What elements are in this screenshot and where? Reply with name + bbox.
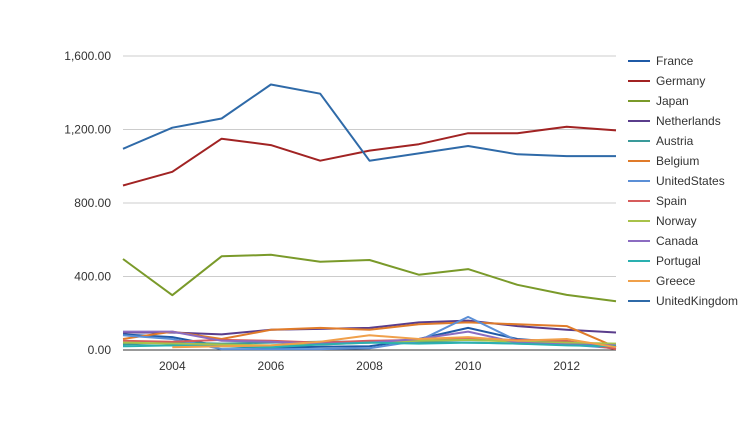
series-line-germany: [122, 125, 617, 187]
gridlines: [123, 55, 616, 351]
x-tick-label: 2004: [159, 359, 186, 373]
y-tick-label: 800.00: [74, 196, 111, 210]
legend-label: Austria: [656, 134, 694, 148]
legend-label: Japan: [656, 94, 689, 108]
series-line-japan: [122, 253, 617, 303]
legend-label: UnitedStates: [656, 174, 725, 188]
x-tick-label: 2012: [553, 359, 580, 373]
y-tick-label: 400.00: [74, 270, 111, 284]
series-line-greece: [172, 334, 617, 349]
legend-label: Greece: [656, 274, 696, 288]
series-lines: [122, 83, 617, 351]
legend-label: Norway: [656, 214, 697, 228]
legend-label: Spain: [656, 194, 687, 208]
legend-label: Germany: [656, 74, 705, 88]
y-tick-label: 1,600.00: [64, 49, 111, 63]
x-tick-label: 2010: [455, 359, 482, 373]
y-axis-ticks: 0.00 400.00 800.00 1,200.00 1,600.00: [64, 49, 111, 357]
series-line-netherlands: [123, 319, 617, 336]
legend-label: UnitedKingdom: [656, 294, 738, 308]
legend-label: France: [656, 54, 694, 68]
x-tick-label: 2006: [258, 359, 285, 373]
y-tick-label: 1,200.00: [64, 123, 111, 137]
legend-label: Belgium: [656, 154, 699, 168]
series-line-belgium: [122, 321, 617, 349]
x-axis-ticks: 2004 2006 2008 2010 2012: [159, 359, 580, 373]
series-line-unitedkingdom: [122, 83, 616, 162]
y-tick-label: 0.00: [88, 343, 112, 357]
legend-label: Portugal: [656, 254, 701, 268]
x-tick-label: 2008: [356, 359, 383, 373]
legend-label: Canada: [656, 234, 698, 248]
legend-label: Netherlands: [656, 114, 721, 128]
legend: France Germany Japan Netherlands Austria Belg…: [628, 54, 738, 308]
